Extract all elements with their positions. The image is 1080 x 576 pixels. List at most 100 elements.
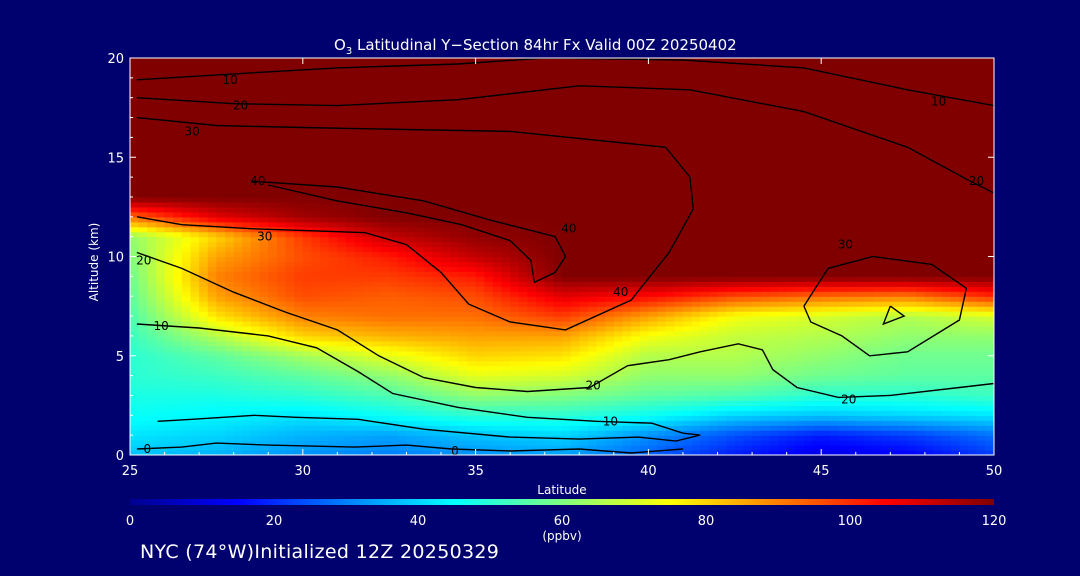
field-cell (717, 316, 727, 322)
field-cell (501, 276, 511, 282)
field-cell (864, 385, 874, 392)
field-cell (164, 375, 174, 382)
field-cell (726, 335, 736, 342)
field-cell (976, 325, 986, 332)
field-cell (199, 375, 209, 382)
field-cell (916, 375, 926, 382)
field-cell (207, 365, 217, 372)
field-cell (190, 311, 200, 317)
field-cell (259, 325, 269, 332)
field-cell (778, 350, 788, 357)
field-cell (432, 316, 442, 322)
field-cell (596, 375, 606, 382)
field-cell (354, 216, 364, 223)
field-cell (622, 345, 632, 352)
field-cell (484, 211, 494, 218)
field-cell (544, 330, 554, 337)
field-cell (726, 286, 736, 292)
field-cell (769, 206, 779, 213)
field-cell (207, 221, 217, 228)
field-cell (536, 440, 546, 446)
field-cell (233, 276, 243, 282)
field-cell (328, 410, 338, 416)
field-cell (484, 311, 494, 317)
field-cell (415, 291, 425, 297)
field-cell (976, 430, 986, 436)
field-cell (199, 241, 209, 248)
field-cell (544, 420, 554, 426)
field-cell (950, 236, 961, 243)
field-cell (354, 226, 364, 233)
field-cell (250, 420, 261, 426)
field-cell (294, 216, 304, 223)
field-cell (233, 350, 243, 357)
field-cell (285, 256, 295, 263)
field-cell (268, 390, 278, 397)
field-cell (173, 325, 183, 332)
field-cell (665, 330, 675, 337)
field-cell (700, 415, 710, 421)
field-cell (268, 246, 278, 253)
field-cell (501, 450, 511, 455)
field-cell (501, 211, 511, 218)
field-cell (311, 435, 321, 441)
field-cell (501, 420, 511, 426)
field-cell (216, 350, 226, 357)
field-cell (890, 375, 900, 382)
field-cell (717, 325, 727, 332)
field-cell (890, 390, 900, 397)
field-cell (225, 330, 235, 337)
field-cell (242, 306, 252, 312)
field-cell (933, 350, 943, 357)
field-cell (959, 316, 969, 322)
field-cell (199, 385, 209, 392)
field-cell (795, 370, 805, 377)
field-cell (838, 291, 848, 297)
field-cell (242, 311, 252, 317)
field-cell (371, 370, 382, 377)
field-cell (691, 380, 701, 387)
field-cell (942, 395, 952, 402)
field-cell (268, 325, 278, 332)
field-cell (812, 206, 822, 213)
field-cell (250, 395, 261, 402)
field-cell (164, 236, 174, 243)
field-cell (276, 365, 287, 372)
field-cell (397, 311, 408, 317)
field-cell (985, 395, 994, 402)
field-cell (622, 415, 632, 421)
field-cell (778, 330, 788, 337)
field-cell (570, 345, 580, 352)
field-cell (596, 251, 606, 258)
field-cell (130, 365, 140, 372)
field-cell (674, 375, 684, 382)
field-cell (959, 211, 969, 218)
field-cell (890, 385, 900, 392)
field-cell (803, 415, 814, 421)
field-cell (700, 206, 710, 213)
field-cell (311, 330, 321, 337)
field-cell (717, 311, 727, 317)
field-cell (890, 316, 900, 322)
field-cell (570, 226, 580, 233)
field-cell (855, 390, 865, 397)
field-cell (371, 221, 382, 228)
field-cell (631, 330, 641, 337)
field-cell (233, 410, 243, 416)
field-cell (242, 261, 252, 268)
field-cell (605, 425, 615, 431)
field-cell (138, 256, 148, 263)
field-cell (898, 296, 909, 302)
field-cell (320, 241, 330, 248)
field-cell (259, 410, 269, 416)
field-cell (259, 221, 269, 228)
field-cell (847, 375, 857, 382)
field-cell (510, 271, 520, 277)
field-cell (225, 231, 235, 238)
field-cell (778, 301, 788, 307)
field-cell (510, 380, 520, 387)
field-cell (518, 291, 529, 297)
field-cell (924, 226, 935, 233)
field-cell (544, 400, 554, 406)
field-cell (337, 251, 347, 258)
